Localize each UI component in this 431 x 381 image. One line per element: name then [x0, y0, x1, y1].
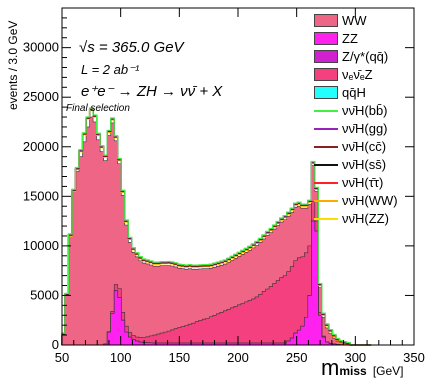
y-axis: 0 5000 10000 15000 20000 25000 30000 [23, 17, 414, 352]
y-tick-label: 30000 [23, 40, 59, 55]
legend-label: WW [342, 13, 367, 28]
legend-swatch [314, 164, 338, 166]
legend-label: νν̄H(ss̄) [342, 157, 387, 172]
legend-item: νν̄H(cc̄) [314, 138, 426, 156]
x-axis-label: mmiss [GeV] [321, 355, 404, 380]
y-tick-label: 10000 [23, 238, 59, 253]
x-tick-label: 300 [344, 350, 366, 365]
y-axis-label: events / 3.0 GeV [6, 20, 20, 110]
legend-item: νν̄H(bb̄) [314, 102, 426, 120]
y-tick-label: 20000 [23, 139, 59, 154]
legend-swatch [314, 200, 338, 202]
legend-label: Z/γ*(qq̄) [342, 49, 389, 64]
legend-item: νν̄H(WW) [314, 192, 426, 210]
legend-swatch [314, 182, 338, 184]
legend-label: νₑν̄ₑZ [342, 67, 373, 82]
legend-item: Z/γ*(qq̄) [314, 48, 426, 66]
legend-item: νν̄H(gg) [314, 120, 426, 138]
legend-swatch [314, 32, 338, 45]
legend-label: qq̄H [342, 85, 366, 100]
legend-item: νν̄H(ZZ) [314, 210, 426, 228]
legend-label: νν̄H(WW) [342, 193, 398, 208]
legend-item: qq̄H [314, 84, 426, 102]
legend-swatch [314, 50, 338, 63]
x-axis: 50 100 150 200 250 300 350 [55, 8, 425, 365]
legend-label: νν̄H(τ̄τ) [342, 175, 384, 190]
x-tick-label: 200 [227, 350, 249, 365]
x-tick-label: 50 [55, 350, 69, 365]
legend-label: νν̄H(ZZ) [342, 211, 389, 226]
y-tick-label: 0 [52, 337, 59, 352]
legend-swatch [314, 86, 338, 99]
legend: WW ZZ Z/γ*(qq̄) νₑν̄ₑZ qq̄H νν̄H(bb̄) νν̄H(gg)… [314, 12, 426, 228]
legend-label: νν̄H(cc̄) [342, 139, 387, 154]
legend-item: νν̄H(ss̄) [314, 156, 426, 174]
x-tick-label: 150 [168, 350, 190, 365]
legend-item: WW [314, 12, 426, 30]
fill-z [61, 200, 372, 346]
legend-label: νν̄H(gg) [342, 121, 388, 136]
x-tick-label: 250 [286, 350, 308, 365]
legend-label: νν̄H(bb̄) [342, 103, 388, 118]
fill-zz [61, 220, 372, 346]
x-tick-label: 350 [403, 350, 425, 365]
legend-swatch [314, 14, 338, 27]
x-tick-label: 100 [110, 350, 132, 365]
legend-swatch [314, 218, 338, 220]
legend-swatch [314, 110, 338, 112]
signal-line [61, 107, 372, 346]
y-tick-label: 25000 [23, 89, 59, 104]
signal-lines [61, 107, 372, 346]
y-tick-label: 5000 [30, 287, 59, 302]
stacked-histogram [61, 116, 372, 346]
y-tick-label: 15000 [23, 188, 59, 203]
legend-item: νν̄H(τ̄τ) [314, 174, 426, 192]
legend-item: νₑν̄ₑZ [314, 66, 426, 84]
legend-item: ZZ [314, 30, 426, 48]
legend-label: ZZ [342, 31, 358, 46]
legend-swatch [314, 128, 338, 130]
legend-swatch [314, 146, 338, 148]
legend-swatch [314, 68, 338, 81]
